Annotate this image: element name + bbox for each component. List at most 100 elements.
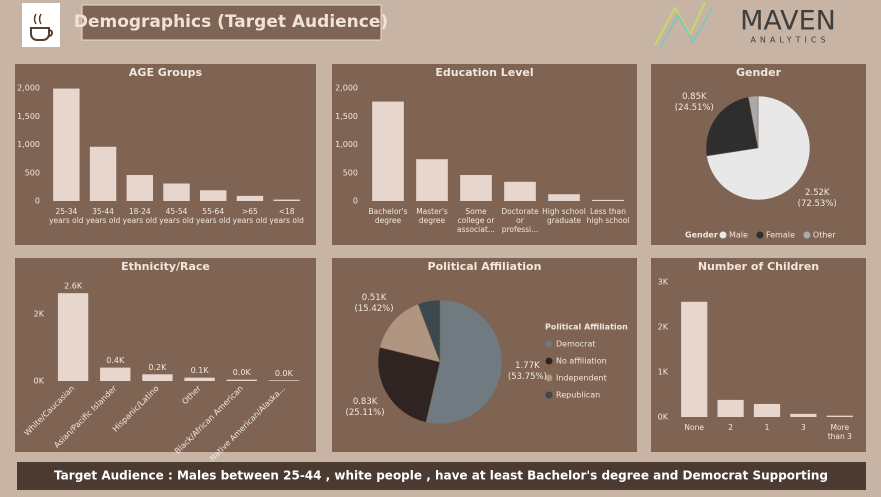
bar <box>184 377 215 381</box>
legend-marker <box>756 231 764 239</box>
data-label: 2.6K <box>64 282 83 291</box>
y-tick-label: 1,000 <box>335 140 358 149</box>
legend-label: No affiliation <box>556 357 607 366</box>
data-label: 0.0K <box>275 369 294 378</box>
data-label: 0.2K <box>148 363 167 372</box>
bar <box>548 194 580 201</box>
legend-title: Gender <box>685 231 718 240</box>
x-tick-label: 18-24 years old <box>122 207 157 225</box>
bar <box>53 88 80 201</box>
x-tick-label: 1 <box>764 423 770 432</box>
steam-icon <box>33 13 42 25</box>
x-tick-label: >65 years old <box>232 207 268 225</box>
bar <box>100 367 131 381</box>
x-tick-label: Master's degree <box>416 207 448 225</box>
brand-sub: ANALYTICS <box>750 36 829 45</box>
y-tick-label: 1K <box>658 368 669 377</box>
legend-marker <box>545 374 553 382</box>
legend-label: Female <box>766 231 795 240</box>
x-tick-label: 3 <box>800 423 806 432</box>
y-tick-label: 1,500 <box>335 112 358 121</box>
chart-title: Political Affiliation <box>428 260 542 273</box>
legend-label: Democrat <box>556 340 596 349</box>
chart-title: AGE Groups <box>129 66 203 79</box>
x-tick-label: 35-44 years old <box>85 207 121 225</box>
data-label: 2.52K (72.53%) <box>797 187 837 209</box>
bar <box>416 159 448 201</box>
bar <box>142 374 173 381</box>
bar <box>681 301 708 417</box>
y-tick-label: 0 <box>353 197 358 206</box>
pie-slice <box>705 96 759 157</box>
y-tick-label: 0K <box>658 413 669 422</box>
legend-marker <box>803 231 811 239</box>
x-tick-label: Some college or associat... <box>457 207 495 234</box>
x-tick-label: Doctorate or professi... <box>501 207 539 234</box>
pie-slice <box>706 95 811 201</box>
data-label: 0.85K (24.51%) <box>674 91 714 113</box>
legend-marker <box>545 391 553 399</box>
y-tick-label: 0K <box>34 377 45 386</box>
data-label: 0.4K <box>106 356 125 365</box>
pie-slice <box>377 347 441 423</box>
y-tick-label: 3K <box>658 278 669 287</box>
bar <box>504 181 536 201</box>
chart-title: Ethnicity/Race <box>121 260 210 273</box>
bar <box>273 199 300 201</box>
data-label: 0.1K <box>191 366 210 375</box>
bar <box>89 146 117 201</box>
legend-label: Other <box>813 231 836 240</box>
page-title: Demographics (Target Audience) <box>74 12 388 32</box>
y-tick-label: 1,000 <box>17 140 40 149</box>
chart-title: Number of Children <box>698 260 819 273</box>
pie-slice <box>379 303 441 363</box>
x-tick-label: 55-64 years old <box>195 207 231 225</box>
bar <box>126 175 154 201</box>
bar <box>460 175 492 201</box>
x-tick-label: Bachelor's degree <box>368 207 408 225</box>
bar <box>199 190 227 201</box>
y-tick-label: 1,500 <box>17 112 40 121</box>
footer-text: Target Audience : Males between 25-44 , … <box>54 469 828 483</box>
y-tick-label: 2,000 <box>17 84 40 93</box>
y-tick-label: 500 <box>343 168 358 177</box>
cup-icon <box>30 27 53 41</box>
y-tick-label: 2K <box>658 323 669 332</box>
x-tick-label: <18 years old <box>269 207 304 225</box>
chart-title: Education Level <box>435 66 533 79</box>
bar <box>226 379 257 381</box>
brand-mark <box>654 1 706 46</box>
legend-title: Political Affiliation <box>545 323 628 332</box>
pie-slice <box>748 95 759 149</box>
x-tick-label: 45-54 years old <box>159 207 194 225</box>
brand-mark <box>659 7 713 49</box>
x-tick-label: High school graduate <box>542 207 586 225</box>
legend-marker <box>545 357 553 365</box>
x-tick-label: Less than high school <box>586 207 630 225</box>
pie-slice <box>417 299 441 363</box>
bar <box>790 413 817 417</box>
data-label: 0.51K (15.42%) <box>354 292 394 314</box>
x-tick-label: 2 <box>728 423 733 432</box>
bar <box>268 380 300 381</box>
x-tick-label: 25-34 years old <box>49 207 84 225</box>
bar <box>826 415 853 417</box>
bar <box>57 293 89 381</box>
x-tick-label: More than 3 <box>827 423 852 441</box>
x-tick-label: None <box>684 423 704 432</box>
y-tick-label: 0 <box>35 197 40 206</box>
footer-bar <box>17 462 866 490</box>
legend-label: Male <box>729 231 748 240</box>
legend-label: Independent <box>556 374 607 383</box>
pie-slice <box>425 299 503 425</box>
bar <box>753 403 781 417</box>
bar <box>372 101 404 201</box>
chart-title: Gender <box>736 66 782 79</box>
data-label: 1.77K (53.75%) <box>507 361 547 383</box>
y-tick-label: 500 <box>25 168 40 177</box>
title-box <box>81 4 382 41</box>
legend-label: Republican <box>556 391 600 400</box>
data-label: 0.0K <box>233 368 252 377</box>
